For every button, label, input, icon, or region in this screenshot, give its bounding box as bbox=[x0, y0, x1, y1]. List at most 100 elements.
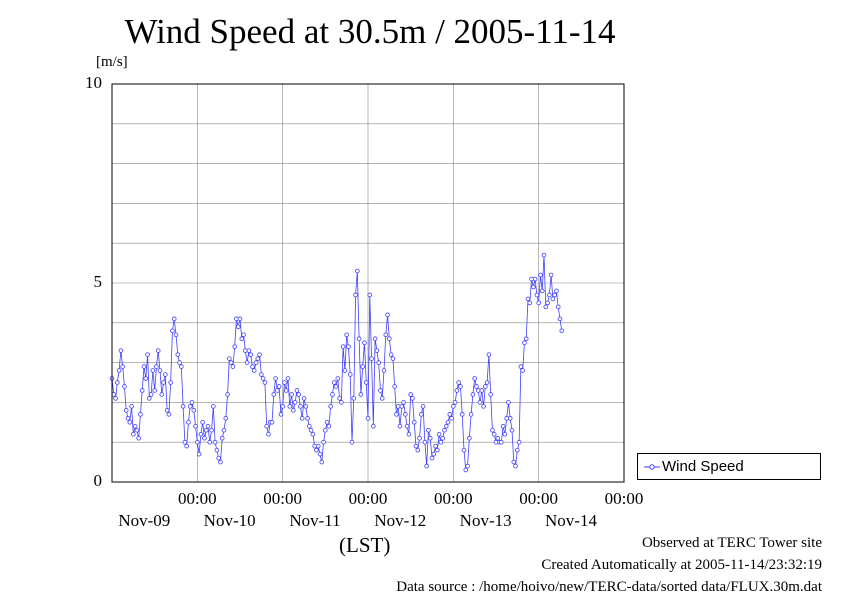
data-point bbox=[296, 392, 301, 397]
data-point bbox=[547, 292, 552, 298]
data-point bbox=[413, 443, 419, 449]
data-point bbox=[499, 439, 504, 445]
data-point bbox=[326, 423, 332, 429]
data-point bbox=[115, 380, 120, 385]
data-point bbox=[443, 423, 449, 429]
data-point bbox=[131, 431, 136, 437]
data-point bbox=[490, 427, 495, 433]
data-point bbox=[145, 352, 150, 357]
data-point bbox=[371, 423, 376, 429]
data-point bbox=[200, 419, 205, 425]
data-point bbox=[187, 404, 193, 409]
data-point bbox=[502, 431, 508, 437]
data-point bbox=[257, 352, 262, 357]
x-tick-time-label: 00:00 bbox=[177, 489, 217, 508]
data-point bbox=[122, 384, 127, 389]
data-point bbox=[456, 380, 461, 385]
data-point bbox=[431, 451, 437, 457]
data-point bbox=[333, 384, 339, 389]
data-point bbox=[363, 380, 369, 385]
data-point bbox=[401, 400, 406, 405]
data-point bbox=[271, 392, 277, 397]
data-point bbox=[241, 332, 246, 338]
data-point bbox=[532, 276, 538, 282]
data-point bbox=[198, 431, 204, 437]
data-point bbox=[139, 388, 145, 393]
data-point bbox=[378, 388, 383, 393]
data-point bbox=[392, 384, 397, 389]
data-point bbox=[339, 400, 344, 405]
data-point bbox=[177, 360, 182, 365]
data-point bbox=[184, 443, 189, 449]
footer-site: Observed at TERC Tower site bbox=[641, 535, 822, 551]
data-point bbox=[513, 463, 518, 469]
data-point bbox=[315, 443, 321, 449]
data-point bbox=[470, 392, 476, 397]
x-tick-date-label: Nov-11 bbox=[289, 511, 341, 530]
data-point bbox=[483, 384, 488, 389]
data-point bbox=[269, 419, 275, 425]
data-point bbox=[495, 435, 501, 441]
data-point bbox=[527, 300, 533, 306]
data-point bbox=[191, 408, 197, 413]
data-point bbox=[516, 439, 522, 445]
data-point bbox=[328, 404, 333, 409]
data-point bbox=[132, 423, 138, 429]
data-point bbox=[410, 396, 415, 401]
data-point bbox=[294, 388, 300, 393]
data-point bbox=[331, 380, 337, 385]
data-point bbox=[337, 396, 342, 401]
data-point bbox=[136, 435, 141, 441]
data-point bbox=[381, 368, 387, 373]
data-point bbox=[559, 328, 565, 334]
data-point bbox=[196, 451, 202, 457]
data-point bbox=[303, 404, 309, 409]
data-point bbox=[314, 447, 319, 453]
data-point bbox=[127, 419, 133, 425]
data-point bbox=[355, 268, 360, 274]
data-point bbox=[379, 396, 385, 401]
x-tick-date-label: Nov-13 bbox=[459, 511, 512, 530]
data-point bbox=[435, 447, 440, 453]
data-point bbox=[189, 400, 195, 405]
data-point bbox=[179, 364, 184, 369]
data-point bbox=[218, 459, 223, 465]
data-point bbox=[207, 439, 213, 445]
x-tick-date-label: Nov-09 bbox=[118, 511, 171, 530]
data-point bbox=[195, 439, 200, 445]
data-point bbox=[387, 336, 392, 342]
data-point bbox=[436, 431, 442, 437]
data-point bbox=[408, 392, 413, 397]
data-point bbox=[323, 427, 328, 433]
x-tick-time-label: 00:00 bbox=[348, 489, 388, 508]
data-point bbox=[545, 300, 550, 306]
data-point bbox=[538, 272, 543, 278]
data-point bbox=[116, 368, 122, 373]
data-point bbox=[285, 376, 291, 381]
x-tick-time-label: 00:00 bbox=[604, 489, 644, 508]
data-point bbox=[161, 380, 166, 385]
data-point bbox=[113, 396, 118, 401]
data-point bbox=[170, 328, 175, 334]
data-point bbox=[129, 404, 134, 409]
x-tick-time-label: 00:00 bbox=[519, 489, 559, 508]
data-point bbox=[283, 388, 289, 393]
data-point bbox=[360, 364, 365, 369]
data-point bbox=[235, 324, 241, 330]
data-point bbox=[461, 447, 467, 453]
data-point bbox=[454, 388, 460, 393]
data-point bbox=[344, 332, 349, 338]
data-point bbox=[484, 380, 490, 385]
data-point bbox=[227, 356, 232, 361]
wind-speed-series bbox=[109, 252, 565, 473]
data-point bbox=[168, 380, 173, 385]
data-point bbox=[479, 388, 485, 393]
data-point bbox=[163, 372, 168, 377]
data-point bbox=[164, 408, 170, 413]
data-point bbox=[232, 344, 237, 349]
data-point bbox=[246, 348, 252, 353]
data-point bbox=[447, 412, 453, 417]
data-point bbox=[289, 392, 294, 397]
footer-created: Created Automatically at 2005-11-14/23:3… bbox=[541, 557, 822, 573]
